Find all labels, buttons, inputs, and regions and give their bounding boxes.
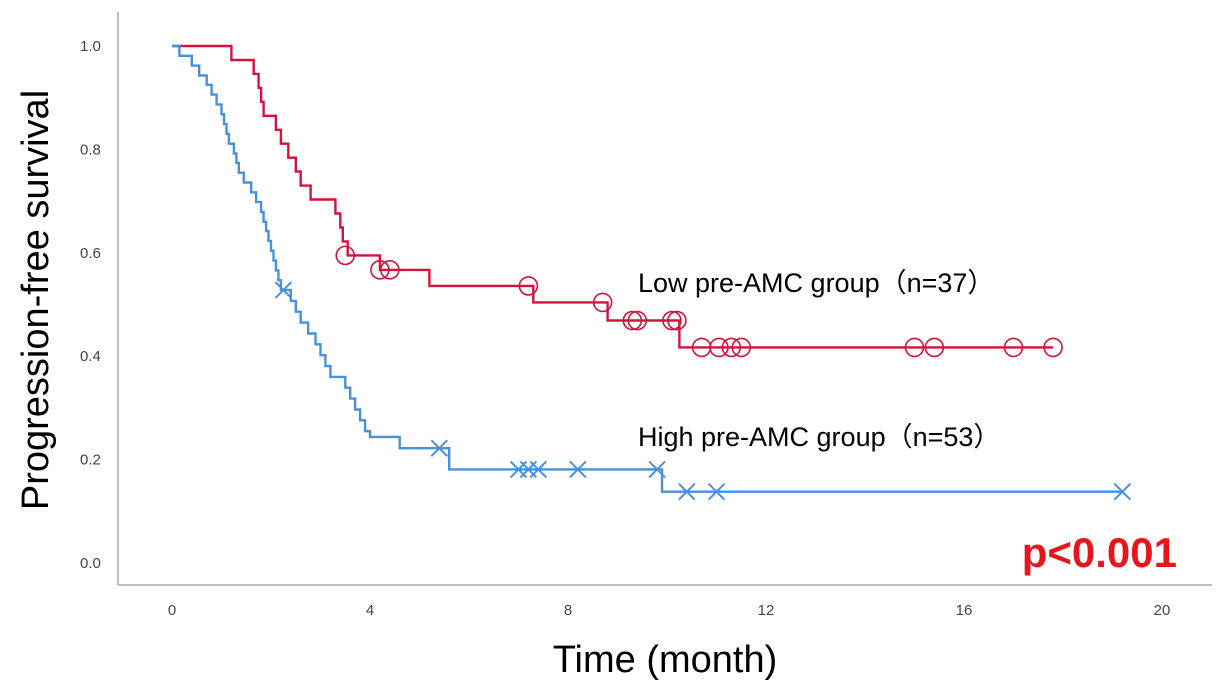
y-tick-label: 1.0 (80, 38, 101, 55)
survival-curve-low (172, 44, 1054, 349)
censor-marker-circle (667, 310, 687, 331)
y-tick-label: 0.0 (80, 555, 101, 572)
censor-marker-circle (709, 337, 729, 358)
censor-marker-cross (678, 482, 696, 501)
censor-marker-circle (518, 276, 539, 296)
x-tick-label: 12 (758, 602, 775, 619)
censor-marker-circle (627, 310, 648, 331)
x-tick-labels: 0 4 8 12 16 20 (168, 602, 1171, 619)
censor-marker-circle (335, 245, 356, 266)
censor-marker-circle (662, 310, 682, 331)
censor-marker-circle (1003, 337, 1024, 358)
censor-marker-circle (904, 337, 925, 358)
censor-marker-circle (731, 337, 752, 358)
censor-marker-circle (924, 337, 945, 358)
x-tick-label: 0 (168, 602, 176, 619)
survival-curve-high (172, 44, 1123, 493)
censor-marker-cross (430, 439, 449, 457)
censor-marker-circle (592, 292, 613, 313)
censor-marker-cross (1113, 482, 1132, 501)
y-axis-title: Progression-free survival (15, 90, 57, 510)
censor-marker-cross (529, 460, 548, 479)
censor-marker-cross (569, 460, 587, 479)
censor-marker-cross (648, 460, 666, 479)
y-tick-labels: 0.0 0.2 0.4 0.6 0.8 1.0 (80, 38, 101, 572)
y-tick-label: 0.4 (80, 348, 101, 365)
x-tick-label: 8 (564, 602, 572, 619)
x-tick-label: 20 (1154, 602, 1171, 619)
censor-marker-circle (379, 260, 400, 280)
y-tick-label: 0.2 (80, 452, 101, 469)
y-tick-label: 0.6 (80, 245, 101, 262)
y-tick-label: 0.8 (80, 141, 101, 158)
survival-curves (172, 44, 1123, 493)
p-value-annotation: p<0.001 (1022, 529, 1177, 576)
censor-markers (274, 245, 1132, 501)
series-label-high: High pre-AMC group（n=53） (638, 422, 1000, 452)
censor-marker-circle (622, 310, 643, 331)
censor-marker-cross (707, 482, 726, 501)
x-tick-label: 4 (366, 602, 374, 619)
x-axis-title: Time (month) (553, 639, 778, 681)
x-tick-label: 16 (956, 602, 973, 619)
censor-marker-circle (721, 337, 742, 358)
chart-axes (117, 12, 1212, 586)
censor-marker-cross (274, 281, 293, 299)
series-label-low: Low pre-AMC group（n=37） (638, 268, 994, 298)
censor-marker-circle (370, 260, 390, 280)
censor-marker-circle (1043, 337, 1063, 358)
